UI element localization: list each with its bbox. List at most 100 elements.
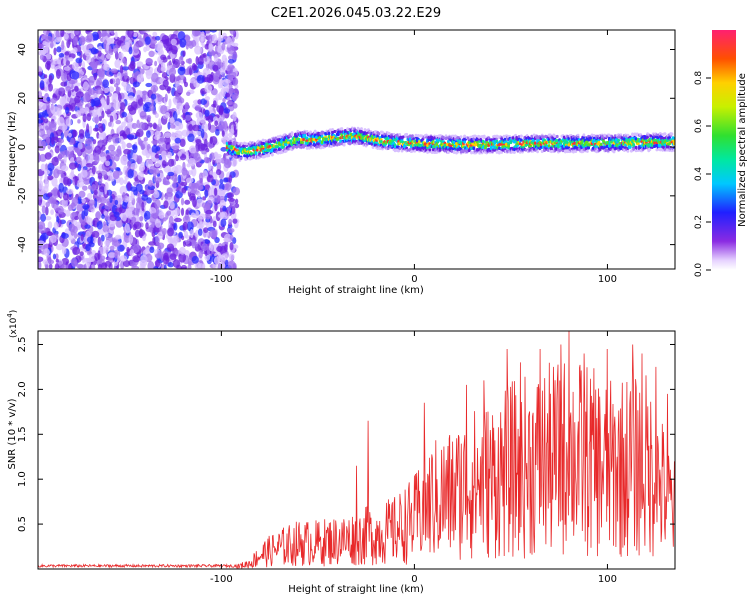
noise-cell [86,113,92,122]
noise-cell [162,217,167,222]
noise-cell [91,263,96,269]
noise-cell [126,142,132,149]
noise-cell [180,207,185,217]
noise-cell [109,78,114,84]
noise-cell [74,30,80,35]
noise-cell [85,38,92,43]
noise-cell [38,139,44,149]
noise-cell [185,177,194,184]
noise-cell [198,249,203,259]
noise-cell [70,169,75,177]
noise-cell [230,200,236,207]
noise-cell [53,221,59,230]
signal-cell [340,127,344,131]
noise-cell [203,156,211,164]
noise-cell [199,30,207,33]
noise-cell [148,179,153,187]
noise-cell [121,44,129,53]
noise-cell [38,179,44,190]
noise-cell [159,84,166,91]
noise-cell [169,73,176,83]
signal-cell [363,128,367,132]
noise-cell [112,45,119,54]
noise-cell [92,111,98,118]
noise-cell [167,171,175,177]
noise-cell [70,202,76,208]
noise-cell [212,64,219,72]
noise-cell [152,122,157,130]
noise-cell [213,256,221,265]
noise-cell [44,206,49,216]
noise-cell [212,76,220,85]
noise-cell [122,57,126,64]
noise-cell [63,33,69,40]
noise-cell [220,147,228,152]
noise-cell [81,210,86,220]
noise-cell [227,64,235,70]
noise-cell [222,137,227,145]
noise-cell [195,131,203,136]
noise-cell [50,97,57,104]
noise-cell [200,98,208,106]
noise-cell [229,242,234,251]
noise-cell [163,264,167,269]
noise-cell [74,82,81,87]
noise-cell [39,54,44,61]
noise-cell [86,123,90,133]
noise-cell [114,153,120,162]
noise-cell [223,159,232,169]
noise-cell [50,209,55,215]
noise-cell [121,202,128,210]
noise-cell [52,253,57,260]
noise-cell [46,53,52,60]
noise-cell [204,254,211,261]
signal-cell [305,129,309,134]
noise-cell [106,42,110,51]
noise-cell [232,218,238,224]
noise-cell [202,53,207,58]
signal-cell [303,133,307,138]
noise-cell [226,101,233,106]
noise-cell [220,218,227,228]
noise-cell [81,185,88,191]
noise-cell [225,181,232,191]
noise-cell [103,63,110,72]
noise-cell [68,162,77,170]
noise-cell [133,43,139,54]
noise-cell [232,78,238,86]
noise-cell [155,259,161,268]
noise-cell [209,136,213,145]
signal-cell [254,150,258,155]
noise-cell [223,177,229,183]
noise-cell [216,155,222,165]
signal-cell [313,130,317,134]
noise-cell [76,51,81,56]
noise-cell [187,133,195,143]
noise-cell [166,187,173,195]
noise-cell [231,92,239,100]
noise-cell [176,102,184,111]
noise-cell [143,210,151,220]
noise-cell [221,73,225,78]
signal-cell [239,156,243,160]
noise-cell [95,211,102,220]
noise-cell [197,228,203,236]
noise-cell [177,66,186,76]
noise-cell [150,93,157,100]
noise-cell [127,169,134,179]
signal-cell [328,128,332,132]
noise-cell [227,58,235,64]
noise-cell [231,52,238,60]
noise-cell [38,227,43,233]
noise-cell [234,198,239,204]
noise-cell [80,107,85,114]
noise-cell [122,259,131,268]
signal-cell [295,145,299,149]
noise-cell [86,236,94,243]
noise-cell [232,42,239,47]
noise-cell [48,263,53,269]
noise-cell [38,233,41,240]
noise-cell [61,96,67,106]
noise-cell [60,132,64,140]
noise-cell [97,263,102,269]
